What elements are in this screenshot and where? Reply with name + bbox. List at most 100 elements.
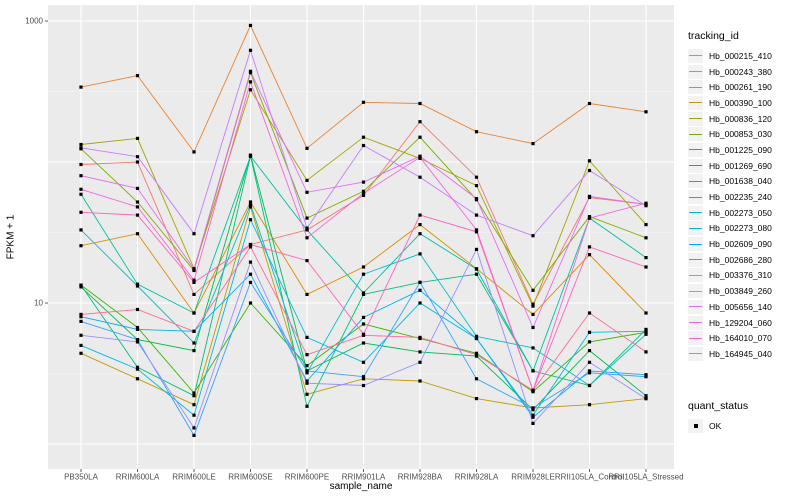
data-point: [531, 312, 535, 316]
data-point: [418, 223, 422, 227]
data-point: [192, 329, 196, 333]
legend-item-Hb_000215_410: Hb_000215_410: [688, 48, 800, 64]
x-tick-label: RRII105LA_Control: [555, 473, 625, 482]
legend-key: [688, 221, 703, 236]
legend-key: [688, 190, 703, 205]
data-point: [305, 228, 309, 232]
data-point: [587, 168, 592, 173]
data-point: [418, 252, 422, 256]
legend-line-swatch: [689, 102, 702, 104]
legend-key: [688, 64, 703, 79]
data-point: [192, 267, 196, 271]
legend-item-Hb_001225_090: Hb_001225_090: [688, 142, 800, 158]
legend-key: [688, 205, 703, 220]
data-point: [644, 375, 648, 379]
data-point: [79, 142, 83, 147]
legend-item-label: Hb_000836_120: [709, 113, 772, 124]
data-point: [79, 283, 83, 287]
panel-background: [48, 5, 674, 469]
y-tick-label: 1000: [25, 17, 43, 26]
data-point: [418, 335, 422, 339]
data-point: [361, 333, 366, 337]
data-point: [135, 284, 140, 288]
data-point: [644, 327, 648, 331]
data-point: [79, 333, 83, 337]
data-point: [531, 369, 535, 373]
data-point: [418, 120, 422, 124]
legend-item-Hb_000853_030: Hb_000853_030: [688, 126, 800, 142]
legend-item-label: Hb_001269_690: [709, 160, 772, 171]
data-point: [79, 343, 83, 347]
legend-item-label: Hb_002609_090: [709, 239, 772, 250]
data-point: [135, 200, 140, 204]
data-point: [361, 100, 366, 104]
legend-item-label: Hb_002235_240: [709, 192, 772, 203]
data-point: [135, 282, 140, 286]
legend-item-label: Hb_001638_040: [709, 176, 772, 187]
legend2-item-label: OK: [709, 420, 722, 431]
legend-key: [688, 418, 703, 433]
data-point: [192, 341, 196, 345]
data-point: [418, 288, 422, 292]
legend-line-swatch: [689, 274, 702, 276]
data-point: [135, 186, 140, 190]
data-point: [79, 146, 83, 150]
data-point: [248, 205, 253, 209]
data-point: [135, 155, 140, 159]
data-point: [474, 334, 479, 338]
legend-item-label: Hb_000243_380: [709, 66, 772, 77]
data-point: [79, 319, 83, 323]
legend-item-label: Hb_000853_030: [709, 129, 772, 140]
x-tick-label: RRIM901LA: [342, 473, 386, 482]
legend-line-swatch: [689, 118, 702, 120]
data-point: [192, 150, 196, 154]
x-tick-label: RRIM600LE: [172, 473, 216, 482]
data-point: [305, 226, 309, 230]
data-point: [305, 146, 309, 150]
data-point: [531, 388, 535, 392]
data-point: [79, 192, 83, 196]
data-point: [248, 88, 253, 92]
data-point: [79, 351, 83, 355]
x-tick-label: RRIM600LA: [116, 473, 160, 482]
legend-item-label: Hb_129204_060: [709, 317, 772, 328]
data-point: [305, 381, 309, 385]
data-point: [79, 315, 83, 319]
data-point: [418, 350, 422, 354]
data-point: [361, 191, 366, 195]
data-point: [192, 413, 196, 417]
data-point: [305, 259, 309, 263]
data-point: [644, 223, 648, 227]
legend-key: [688, 346, 703, 361]
data-point: [474, 397, 479, 401]
x-tick-label: RRIM600PE: [285, 473, 329, 482]
data-point: [305, 292, 309, 296]
data-point: [531, 346, 535, 350]
data-point: [361, 180, 366, 184]
data-point: [79, 174, 83, 178]
data-point: [361, 265, 366, 269]
data-point: [531, 408, 535, 412]
data-point: [361, 315, 366, 319]
legend-key: [688, 315, 703, 330]
data-point: [418, 360, 422, 364]
legend-key: [688, 127, 703, 142]
legend-item-Hb_005656_140: Hb_005656_140: [688, 299, 800, 315]
data-point: [192, 394, 196, 398]
data-point: [418, 379, 422, 383]
data-point: [135, 74, 140, 78]
data-point: [248, 242, 253, 247]
data-point: [361, 291, 366, 295]
data-point: [79, 244, 83, 248]
data-point: [418, 301, 422, 305]
data-points: [79, 23, 648, 437]
legend-item-label: Hb_002686_280: [709, 254, 772, 265]
legend-key: [688, 80, 703, 95]
data-point: [644, 311, 648, 315]
data-point: [79, 210, 83, 214]
data-point: [135, 205, 140, 209]
data-point: [79, 85, 83, 89]
legend-item-Hb_002273_050: Hb_002273_050: [688, 205, 800, 221]
data-point: [644, 329, 648, 333]
